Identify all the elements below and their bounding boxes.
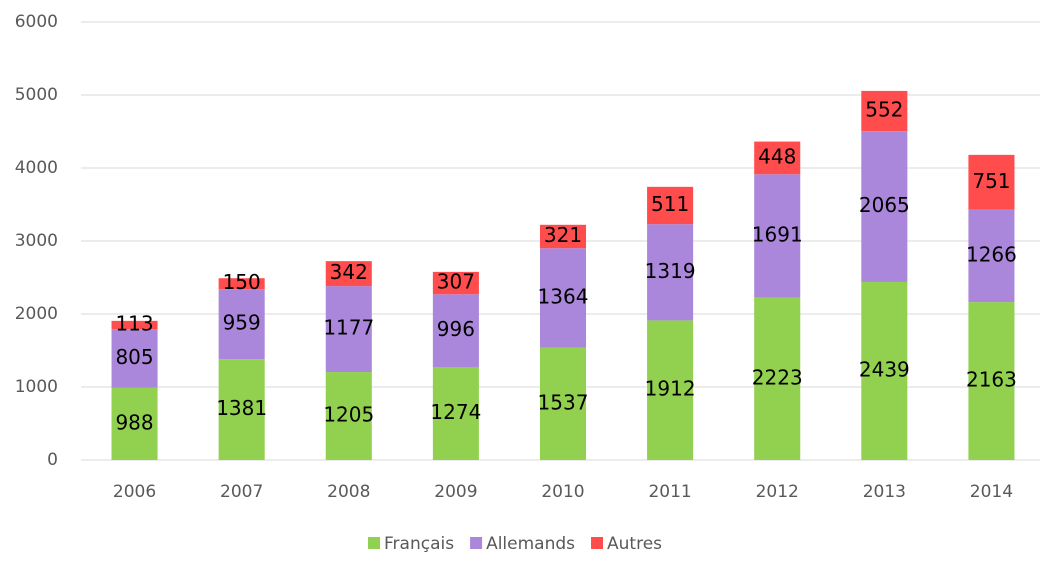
legend-label: Autres — [607, 534, 662, 554]
data-label: 1912 — [645, 377, 696, 401]
bar-segment — [111, 320, 158, 330]
legend-label: Français — [384, 534, 454, 554]
x-tick-label: 2013 — [863, 482, 906, 502]
x-tick-label: 2007 — [220, 482, 263, 502]
bar-segment — [539, 248, 587, 348]
bar-segment — [539, 347, 587, 460]
bar-segment — [325, 261, 372, 287]
bar-segment — [218, 359, 265, 460]
data-label: 805 — [115, 345, 153, 369]
bar-segment — [754, 141, 801, 175]
x-tick-label: 2012 — [756, 482, 799, 502]
data-label: 751 — [972, 169, 1010, 193]
bar-segment — [218, 289, 265, 360]
bar-segment — [647, 186, 694, 225]
data-label: 1691 — [752, 222, 803, 246]
bar-segment — [325, 286, 372, 373]
data-label: 1266 — [966, 242, 1017, 266]
bar-segment — [968, 209, 1015, 303]
bar-segment — [325, 372, 372, 460]
bar-segment — [539, 224, 587, 249]
y-tick-label: 5000 — [15, 85, 58, 105]
bar-segment — [111, 329, 158, 388]
data-label: 996 — [437, 317, 475, 341]
x-tick-label: 2008 — [327, 482, 370, 502]
legend-swatch — [591, 537, 604, 549]
bar-segment — [754, 297, 801, 460]
data-label: 321 — [544, 223, 582, 247]
data-label: 2439 — [859, 357, 910, 381]
y-tick-label: 6000 — [15, 12, 58, 32]
data-label: 1205 — [323, 403, 374, 427]
bar-segment — [647, 320, 694, 460]
data-label: 1319 — [645, 259, 696, 283]
y-tick-label: 4000 — [15, 158, 58, 178]
data-label: 988 — [115, 410, 153, 434]
bar-segment — [111, 387, 158, 460]
x-tick-label: 2010 — [541, 482, 584, 502]
data-label: 1177 — [323, 316, 374, 340]
y-tick-label: 2000 — [15, 304, 58, 324]
y-tick-label: 3000 — [15, 231, 58, 251]
bar-segment — [968, 302, 1015, 460]
bar-segment — [432, 294, 479, 367]
x-tick-label: 2014 — [970, 482, 1013, 502]
y-tick-label: 0 — [47, 450, 58, 470]
x-tick-label: 2009 — [434, 482, 477, 502]
bar-segment — [432, 271, 479, 295]
data-label: 2065 — [859, 193, 910, 217]
y-tick-label: 1000 — [15, 377, 58, 397]
data-label: 959 — [223, 311, 261, 335]
data-label: 2223 — [752, 365, 803, 389]
bar-segment — [861, 281, 908, 460]
data-label: 1381 — [216, 396, 267, 420]
legend-swatch — [368, 537, 380, 549]
x-tick-label: 2011 — [648, 482, 691, 502]
data-label: 511 — [651, 192, 689, 216]
data-label: 113 — [115, 311, 153, 335]
data-label: 552 — [865, 98, 903, 122]
x-tick-label: 2006 — [113, 482, 156, 502]
data-label: 1274 — [430, 400, 481, 424]
bar-segment — [647, 224, 694, 321]
bar-segment — [432, 366, 479, 460]
data-label: 307 — [437, 270, 475, 294]
data-label: 150 — [223, 270, 261, 294]
bar-segment — [861, 131, 908, 282]
data-label: 1364 — [538, 285, 589, 309]
data-label: 1537 — [538, 390, 589, 414]
bar-segment — [218, 278, 265, 290]
bar-segment — [754, 174, 801, 298]
data-label: 448 — [758, 144, 796, 168]
legend-swatch — [470, 537, 483, 549]
bar-segment — [968, 154, 1015, 210]
bar-segment — [861, 90, 908, 132]
data-label: 342 — [330, 260, 368, 284]
legend-label: Allemands — [486, 534, 575, 554]
data-label: 2163 — [966, 368, 1017, 392]
